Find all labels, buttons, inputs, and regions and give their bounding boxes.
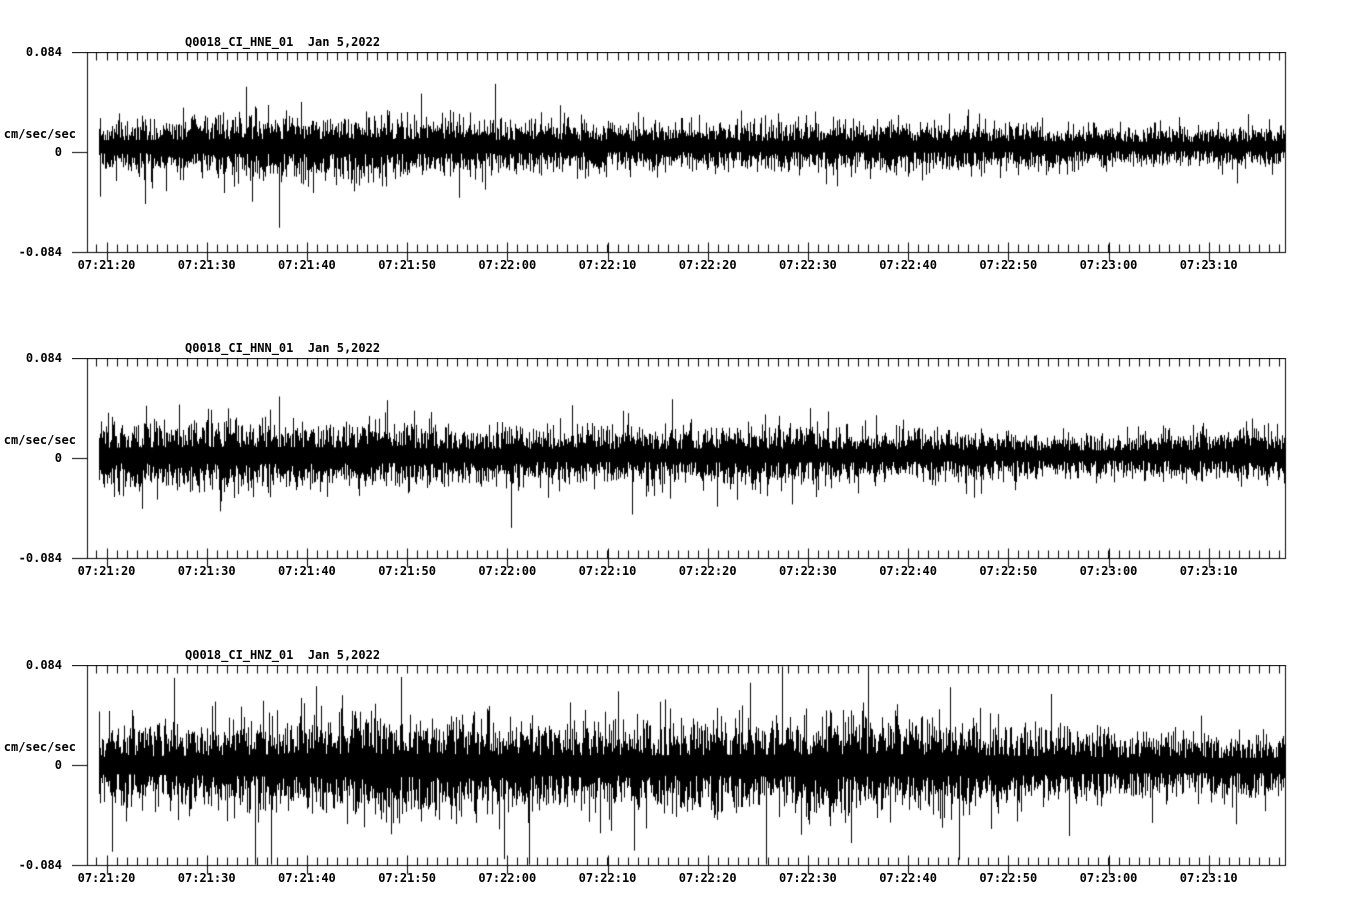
x-tick-label: 07:21:30 [177, 258, 236, 272]
plot-title: Q0018_CI_HNZ_01 Jan 5,2022 [185, 648, 381, 662]
x-tick-label: 07:21:20 [77, 258, 136, 272]
x-tick-label: 07:22:50 [979, 564, 1038, 578]
y-axis-zero-label: 0 [54, 451, 62, 465]
x-tick-label: 07:21:40 [277, 871, 336, 885]
x-tick-label: 07:22:40 [879, 871, 937, 885]
x-tick-label: 07:22:10 [578, 564, 637, 578]
y-axis-min-label: -0.084 [18, 551, 62, 565]
x-tick-label: 07:22:30 [778, 258, 837, 272]
x-tick-label: 07:22:20 [678, 871, 737, 885]
x-tick-label: 07:22:20 [678, 564, 737, 578]
plot-title: Q0018_CI_HNE_01 Jan 5,2022 [185, 35, 381, 49]
plot-hnz: Q0018_CI_HNZ_01 Jan 5,2022 0.084 cm/sec/… [0, 648, 1358, 915]
x-tick-label: 07:22:00 [478, 871, 537, 885]
x-tick-label: 07:23:10 [1179, 564, 1238, 578]
x-tick-label: 07:23:00 [1079, 258, 1138, 272]
x-tick-label: 07:21:20 [77, 871, 136, 885]
x-tick-label: 07:23:10 [1179, 871, 1238, 885]
x-tick-label: 07:22:10 [578, 871, 637, 885]
waveform-canvas-hnz [72, 665, 1287, 877]
x-tick-label: 07:22:50 [979, 258, 1038, 272]
x-tick-label: 07:22:40 [879, 564, 937, 578]
y-axis-zero-label: 0 [54, 758, 62, 772]
x-tick-label: 07:21:30 [177, 871, 236, 885]
x-tick-label: 07:21:50 [378, 871, 436, 885]
x-tick-label: 07:22:40 [879, 258, 937, 272]
plot-hnn: Q0018_CI_HNN_01 Jan 5,2022 0.084 cm/sec/… [0, 341, 1358, 608]
x-tick-label: 07:21:50 [378, 564, 436, 578]
y-axis-units-label: cm/sec/sec [3, 127, 76, 141]
plot-hne: Q0018_CI_HNE_01 Jan 5,2022 0.084 cm/sec/… [0, 35, 1358, 302]
x-tick-label: 07:22:30 [778, 871, 837, 885]
x-tick-label: 07:22:30 [778, 564, 837, 578]
y-axis-units-label: cm/sec/sec [3, 740, 76, 754]
x-tick-label: 07:22:20 [678, 258, 737, 272]
x-tick-label: 07:21:20 [77, 564, 136, 578]
y-axis-units-label: cm/sec/sec [3, 433, 76, 447]
x-tick-label: 07:21:50 [378, 258, 436, 272]
x-tick-label: 07:23:10 [1179, 258, 1238, 272]
x-tick-label: 07:23:00 [1079, 564, 1138, 578]
waveform-canvas-hne [72, 52, 1287, 264]
x-tick-label: 07:21:30 [177, 564, 236, 578]
x-tick-label: 07:22:00 [478, 258, 537, 272]
y-axis-max-label: 0.084 [25, 658, 62, 672]
x-tick-label: 07:21:40 [277, 258, 336, 272]
x-tick-label: 07:22:00 [478, 564, 537, 578]
x-tick-label: 07:21:40 [277, 564, 336, 578]
y-axis-max-label: 0.084 [25, 351, 62, 365]
y-axis-min-label: -0.084 [18, 245, 62, 259]
waveform-canvas-hnn [72, 358, 1287, 570]
y-axis-zero-label: 0 [54, 145, 62, 159]
y-axis-max-label: 0.084 [25, 45, 62, 59]
plot-title: Q0018_CI_HNN_01 Jan 5,2022 [185, 341, 381, 355]
x-tick-label: 07:23:00 [1079, 871, 1138, 885]
y-axis-min-label: -0.084 [18, 858, 62, 872]
x-tick-label: 07:22:50 [979, 871, 1038, 885]
x-tick-label: 07:22:10 [578, 258, 637, 272]
